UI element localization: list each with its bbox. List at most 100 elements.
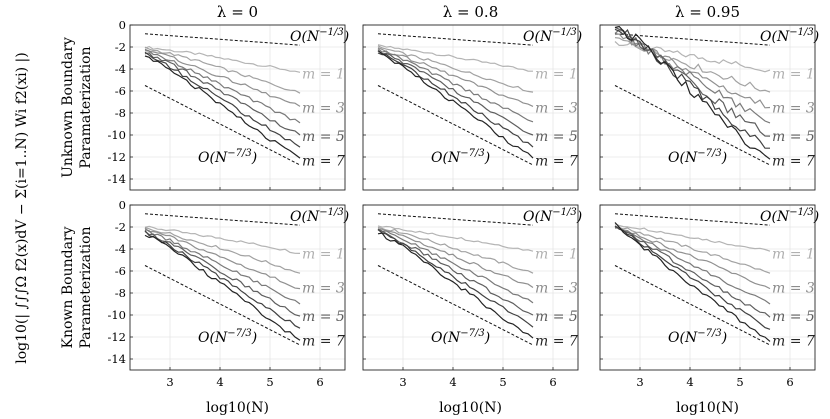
reference-slope-line — [377, 265, 534, 346]
column-title: λ = 0.8 — [443, 3, 498, 21]
series-label: m = 5 — [535, 129, 578, 145]
series-label: m = 3 — [535, 281, 578, 297]
reference-slope-line — [377, 213, 534, 226]
x-tick-label: 6 — [549, 375, 556, 389]
reference-slope-label: O(N−7/3) — [198, 148, 257, 166]
series-line-m6 — [377, 229, 534, 328]
reference-slope-label: O(N−1/3) — [760, 27, 819, 45]
series-label: m = 5 — [772, 309, 815, 325]
series-line-m2 — [377, 45, 534, 93]
series-label: m = 3 — [535, 101, 578, 117]
series-line-m6 — [377, 52, 534, 148]
reference-slope-line — [614, 85, 771, 166]
y-tick-label: -10 — [107, 308, 126, 322]
series-line-m4 — [144, 48, 301, 124]
series-line-m3 — [144, 227, 301, 290]
y-tick-label: -6 — [115, 264, 126, 278]
x-tick-label: 3 — [399, 375, 406, 389]
series-line-m2 — [614, 37, 771, 93]
x-axis-label: log10(N) — [439, 400, 502, 416]
series-line-m5 — [377, 50, 534, 136]
y-tick-label: -2 — [115, 40, 126, 54]
axes-frame — [599, 204, 816, 371]
y-axis-label-text: log10(| ∫∫∫Ω f2(x)dV − Σ(i=1..N) Wi f2(x… — [14, 52, 30, 364]
reference-slope-label: O(N−7/3) — [431, 328, 490, 346]
series-line-m5 — [377, 228, 534, 316]
axes-frame — [129, 24, 346, 191]
x-axis-label: log10(N) — [676, 400, 739, 416]
reference-slope-label: O(N−7/3) — [668, 328, 727, 346]
column-title: λ = 0.95 — [675, 3, 740, 21]
reference-slope-label: O(N−7/3) — [198, 328, 257, 346]
row-title-line2: Parameterization — [78, 226, 94, 348]
y-tick-label: -12 — [107, 330, 126, 344]
axes-frame — [129, 204, 346, 371]
series-line-m1 — [144, 225, 301, 254]
reference-slope-label: O(N−1/3) — [290, 27, 349, 45]
series-line-m4 — [377, 228, 534, 304]
axes-frame — [362, 24, 579, 191]
row-title: Known Boundary Parameterization — [60, 226, 94, 348]
series-label: m = 7 — [302, 333, 345, 349]
reference-slope-label: O(N−1/3) — [760, 207, 819, 225]
x-tick-label: 5 — [499, 375, 506, 389]
series-line-m1 — [614, 41, 771, 73]
series-label: m = 7 — [772, 153, 815, 169]
reference-slope-line — [614, 213, 771, 226]
series-layer — [144, 25, 771, 342]
y-tick-label: 0 — [119, 18, 126, 32]
series-line-m2 — [614, 225, 771, 274]
series-line-m7 — [614, 222, 771, 342]
reference-slope-line — [377, 33, 534, 46]
series-line-m2 — [377, 226, 534, 274]
series-line-m5 — [614, 226, 771, 318]
series-label: m = 3 — [772, 281, 815, 297]
reference-slope-line — [614, 33, 771, 46]
axes-frame — [599, 24, 816, 191]
y-axis-label: log10(| ∫∫∫Ω f2(x)dV − Σ(i=1..N) Wi f2(x… — [14, 52, 30, 364]
row-title: Unknown Boundary Paramaterization — [60, 37, 94, 178]
series-label: m = 3 — [302, 101, 345, 117]
reference-slope-label: O(N−1/3) — [523, 27, 582, 45]
series-line-m4 — [144, 229, 301, 305]
series-label: m = 1 — [535, 246, 578, 262]
y-tick-label: -6 — [115, 84, 126, 98]
series-label: m = 1 — [772, 246, 815, 262]
series-label: m = 3 — [772, 101, 815, 117]
reference-slope-label: O(N−7/3) — [431, 148, 490, 166]
series-line-m5 — [144, 52, 301, 136]
series-label: m = 1 — [302, 246, 345, 262]
axes-frame — [362, 204, 579, 371]
series-label: m = 7 — [535, 333, 578, 349]
reference-slope-line — [144, 265, 301, 346]
series-line-m4 — [377, 48, 534, 123]
reference-slope-label: O(N−7/3) — [668, 148, 727, 166]
row-title-line1: Known Boundary — [60, 226, 76, 348]
series-line-m7 — [614, 25, 771, 160]
series-line-m7 — [377, 50, 534, 159]
series-line-m6 — [144, 51, 301, 148]
series-line-m7 — [377, 232, 534, 339]
series-label: m = 1 — [772, 66, 815, 82]
x-tick-label: 4 — [686, 375, 693, 389]
y-tick-label: -4 — [115, 242, 126, 256]
series-line-m3 — [614, 226, 771, 290]
series-line-m3 — [377, 47, 534, 107]
series-line-m3 — [144, 50, 301, 107]
y-tick-label: -14 — [107, 172, 126, 186]
reference-slope-label: O(N−1/3) — [290, 207, 349, 225]
series-line-m1 — [377, 44, 534, 72]
series-label: m = 7 — [535, 153, 578, 169]
series-line-m4 — [614, 226, 771, 305]
x-tick-label: 3 — [636, 375, 643, 389]
y-tick-label: -8 — [115, 286, 126, 300]
x-tick-label: 3 — [166, 375, 173, 389]
series-line-m1 — [614, 223, 771, 252]
y-tick-label: 0 — [119, 198, 126, 212]
series-label: m = 5 — [535, 309, 578, 325]
x-tick-label: 5 — [266, 375, 273, 389]
text-layer: 0 -2 -4 -6 -8 -10 -12 -14 O(N−1/3) O(N−7/3) m = 1 m… — [14, 3, 819, 416]
column-title: λ = 0 — [217, 3, 258, 21]
series-line-m5 — [144, 230, 301, 317]
